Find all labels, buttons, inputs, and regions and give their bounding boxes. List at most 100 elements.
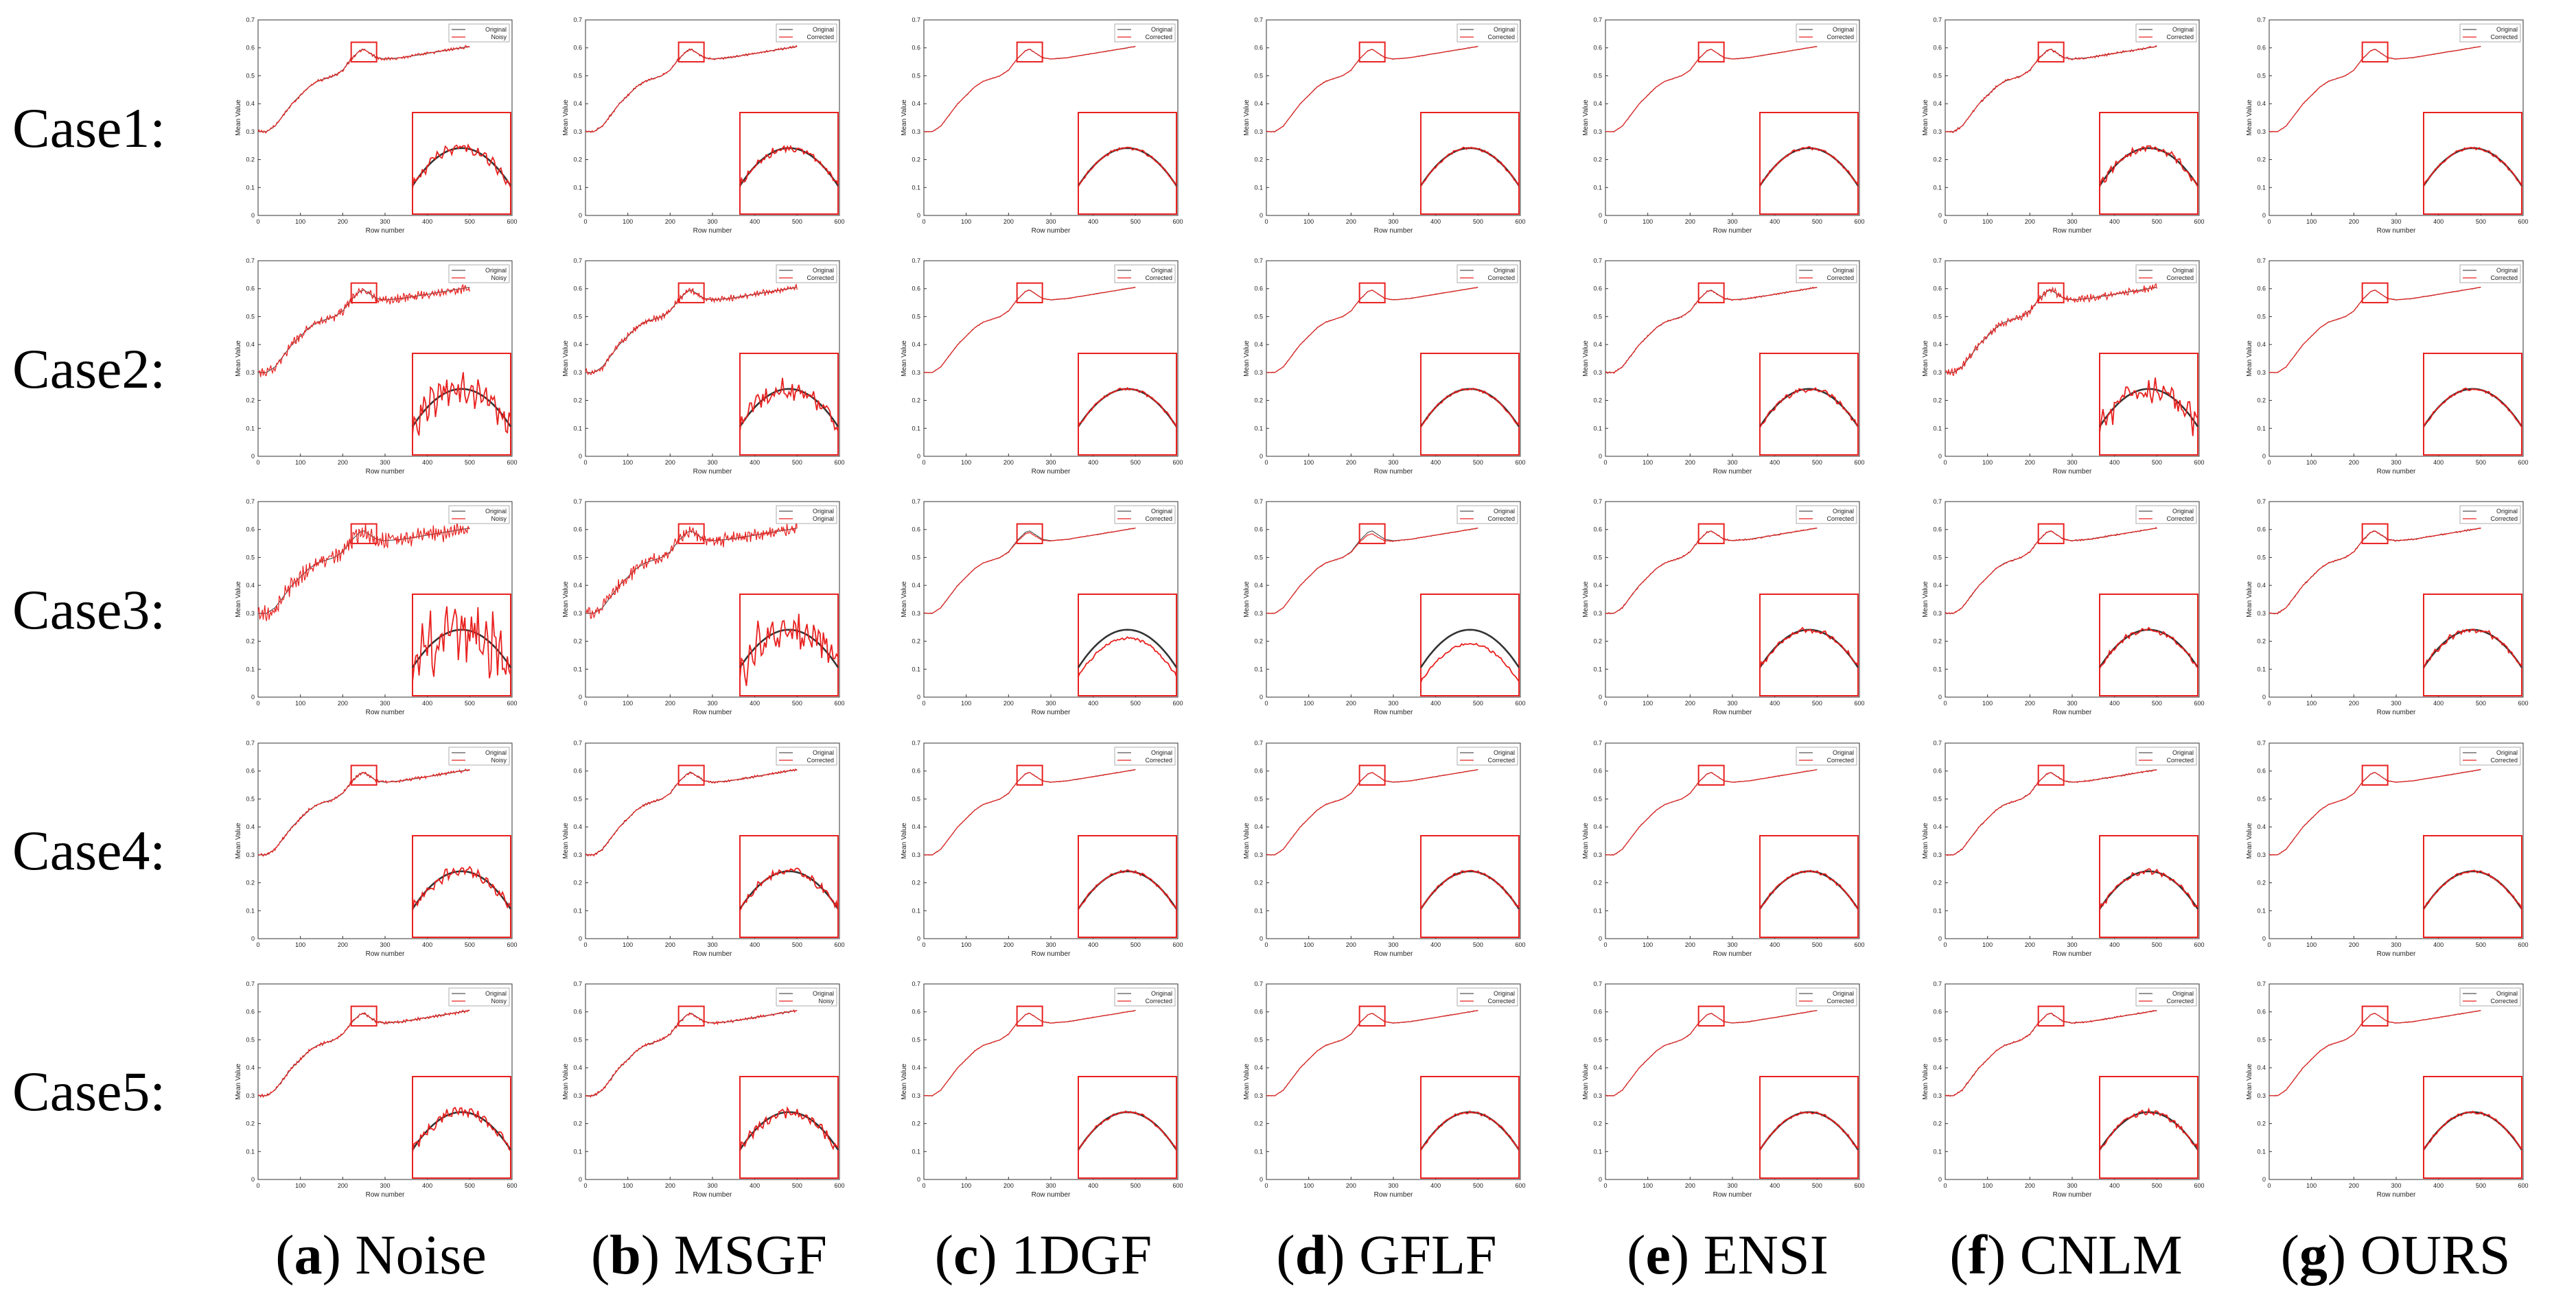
zoom-inset xyxy=(1078,835,1177,938)
y-tick-label: 0.7 xyxy=(1933,498,1942,505)
y-tick-label: 0.7 xyxy=(1933,257,1942,264)
x-tick-label: 400 xyxy=(1088,218,1098,225)
y-tick-label: 0.4 xyxy=(912,100,920,107)
legend-original-label: Original xyxy=(813,508,834,515)
zoom-inset xyxy=(412,353,511,456)
y-tick-label: 0 xyxy=(1599,453,1602,460)
y-tick-label: 0 xyxy=(2262,1176,2266,1183)
series-line xyxy=(2268,286,2481,373)
y-tick-label: 0.6 xyxy=(573,285,582,292)
legend-series-label: Corrected xyxy=(1826,757,1854,764)
x-axis-label: Row number xyxy=(693,950,732,958)
inset-series-line xyxy=(2099,145,2198,188)
y-axis-label: Mean Value xyxy=(1922,581,1929,618)
y-axis-label: Mean Value xyxy=(1582,823,1590,859)
y-tick-label: 0.2 xyxy=(1593,638,1602,645)
y-tick-label: 0.3 xyxy=(912,610,920,617)
legend-series-label: Corrected xyxy=(1487,998,1515,1005)
caption-method: OURS xyxy=(2360,1223,2511,1286)
x-tick-label: 300 xyxy=(380,459,390,466)
zoom-box xyxy=(2037,523,2065,545)
x-tick-label: 100 xyxy=(961,1182,971,1189)
x-tick-label: 400 xyxy=(750,218,760,225)
x-tick-label: 600 xyxy=(1515,218,1525,225)
x-tick-label: 300 xyxy=(1727,941,1737,948)
y-tick-label: 0.5 xyxy=(1933,72,1942,79)
y-tick-label: 0.4 xyxy=(1933,582,1942,589)
legend-series-label: Corrected xyxy=(1826,998,1854,1005)
x-tick-label: 400 xyxy=(1088,700,1098,707)
subplot-r5-c4: 0 0.1 0.2 0.3 0.4 0.5 0.6 0.7 0 100 200 300 400 500 60… xyxy=(1243,981,1526,1199)
y-tick-label: 0.6 xyxy=(2257,768,2266,775)
inset-series-line xyxy=(739,144,839,189)
zoom-box xyxy=(1697,282,1725,304)
caption-method: CNLM xyxy=(2019,1223,2183,1286)
x-tick-label: 200 xyxy=(665,1182,675,1189)
zoom-box xyxy=(1697,41,1725,63)
series-line xyxy=(923,768,1136,856)
y-tick-label: 0.6 xyxy=(1593,45,1602,51)
legend-series-label: Corrected xyxy=(1145,757,1172,764)
x-tick-label: 500 xyxy=(2152,459,2162,466)
x-tick-label: 600 xyxy=(1854,218,1864,225)
inset-series-line xyxy=(739,867,839,911)
x-tick-label: 200 xyxy=(665,218,675,225)
x-tick-label: 300 xyxy=(2067,1182,2077,1189)
y-tick-label: 0.7 xyxy=(246,16,255,23)
y-tick-label: 0.3 xyxy=(2257,610,2266,617)
y-tick-label: 0.6 xyxy=(1593,285,1602,292)
x-tick-label: 500 xyxy=(1130,218,1141,225)
series-line xyxy=(923,527,1136,614)
y-tick-label: 0.5 xyxy=(573,1036,582,1043)
x-tick-label: 400 xyxy=(1088,459,1098,466)
y-tick-label: 0.2 xyxy=(912,156,920,163)
x-axis-label: Row number xyxy=(2053,950,2092,958)
x-axis-label: Row number xyxy=(1374,1191,1413,1199)
series-line xyxy=(1605,286,1818,374)
y-tick-label: 0.5 xyxy=(246,72,255,79)
y-tick-label: 0.3 xyxy=(2257,852,2266,858)
legend-box xyxy=(448,505,510,524)
y-tick-label: 0 xyxy=(1260,935,1263,942)
zoom-box xyxy=(1016,1005,1043,1027)
subplot-r1-c6: 0 0.1 0.2 0.3 0.4 0.5 0.6 0.7 0 100 200 300 400 500 60… xyxy=(1922,16,2205,235)
x-tick-label: 500 xyxy=(1812,941,1822,948)
zoom-box xyxy=(2361,41,2389,63)
inset-original-line xyxy=(739,388,839,427)
y-tick-label: 0.1 xyxy=(2257,1148,2266,1155)
legend-series-label: Corrected xyxy=(1487,274,1515,281)
zoom-inset xyxy=(2099,1076,2198,1179)
x-tick-label: 400 xyxy=(2433,941,2444,948)
x-tick-label: 600 xyxy=(507,459,517,466)
zoom-inset xyxy=(2099,353,2198,456)
inset-series-line xyxy=(412,143,511,189)
legend-series-label: Corrected xyxy=(1145,274,1172,281)
x-tick-label: 500 xyxy=(1130,459,1141,466)
y-tick-label: 0.5 xyxy=(1933,1036,1942,1043)
x-tick-label: 300 xyxy=(1045,700,1056,707)
y-tick-label: 0.3 xyxy=(573,128,582,135)
legend-box xyxy=(2135,264,2197,283)
caption-f: (f) CNLM xyxy=(1949,1223,2182,1287)
y-tick-label: 0.4 xyxy=(573,341,582,348)
x-tick-label: 500 xyxy=(792,941,802,948)
x-tick-label: 400 xyxy=(750,700,760,707)
y-tick-label: 0.3 xyxy=(1254,128,1263,135)
y-tick-label: 0.3 xyxy=(246,852,255,858)
y-axis-label: Mean Value xyxy=(235,581,242,618)
x-tick-label: 200 xyxy=(665,700,675,707)
y-tick-label: 0.4 xyxy=(1933,1064,1942,1071)
x-tick-label: 400 xyxy=(1430,700,1441,707)
inset-series-line xyxy=(1420,642,1520,683)
legend-box xyxy=(1457,987,1518,1007)
x-tick-label: 300 xyxy=(1727,218,1737,225)
subplot-r4-c2: 0 0.1 0.2 0.3 0.4 0.5 0.6 0.7 0 100 200 300 400 500 60… xyxy=(562,740,845,958)
subplot-r1-c2: 0 0.1 0.2 0.3 0.4 0.5 0.6 0.7 0 100 200 300 400 500 60… xyxy=(562,16,845,235)
y-axis-label: Mean Value xyxy=(1922,99,1929,136)
x-axis-label: Row number xyxy=(1374,468,1413,476)
y-tick-label: 0 xyxy=(2262,212,2266,219)
zoom-inset xyxy=(2423,594,2522,696)
x-tick-label: 400 xyxy=(422,700,432,707)
series-line xyxy=(1266,768,1478,856)
legend-series-label: Corrected xyxy=(2490,274,2518,281)
